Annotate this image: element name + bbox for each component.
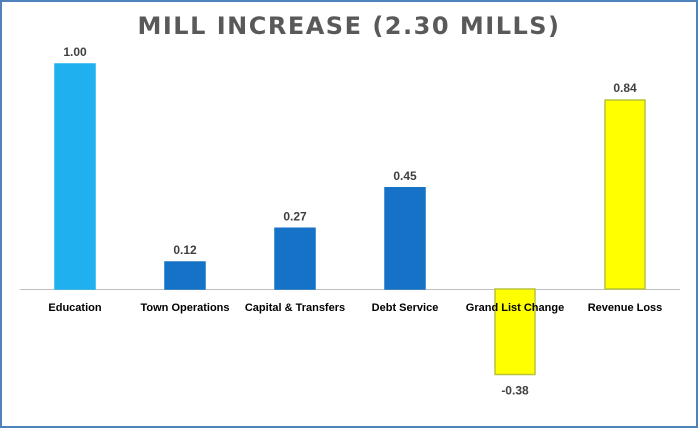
category-label-1: Town Operations [140,302,229,314]
value-label-2: 0.27 [283,209,307,223]
bar-1 [164,261,206,290]
chart-title: MILL INCREASE (2.30 MILLS) [137,12,561,40]
bar-5 [604,99,646,290]
value-label-0: 1.00 [63,45,87,59]
value-label-5: 0.84 [613,81,637,95]
value-label-3: 0.45 [393,169,417,183]
category-label-0: Education [48,302,101,314]
category-label-4: Grand List Change [466,302,564,314]
bar-0 [54,63,96,290]
value-label-4: -0.38 [501,384,529,398]
value-label-1: 0.12 [173,243,197,257]
bar-2 [274,227,316,290]
category-label-2: Capital & Transfers [245,302,345,314]
bar-3 [384,187,426,290]
bar-4 [494,288,536,376]
category-label-3: Debt Service [372,302,439,314]
category-label-5: Revenue Loss [588,302,663,314]
